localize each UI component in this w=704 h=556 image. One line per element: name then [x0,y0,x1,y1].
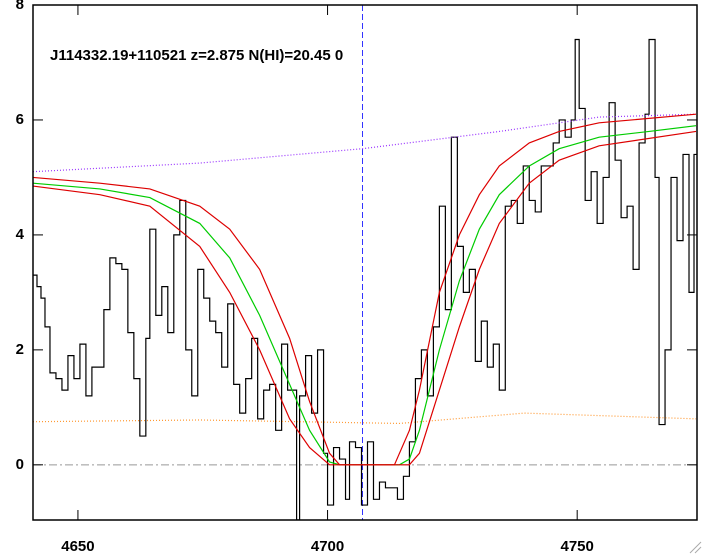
y-tick-label: 6 [16,111,24,128]
x-tick-label: 4700 [311,538,344,555]
y-tick-label: 2 [16,341,24,358]
y-tick-label: 4 [16,226,25,243]
x-tick-label: 4750 [560,538,593,555]
frame [32,4,698,521]
series-line [33,38,697,520]
y-tick-label: 0 [16,456,24,473]
plot-area [33,5,697,520]
y-tick-label: 8 [16,0,24,13]
series-line [33,130,697,466]
series-line [33,125,697,466]
chart-title: J114332.19+110521 z=2.875 N(HI)=20.45 0 [50,47,343,64]
series-line [33,113,697,173]
x-tick-label: 4650 [61,538,94,555]
resize-grip [689,541,702,554]
series-line [33,412,697,425]
